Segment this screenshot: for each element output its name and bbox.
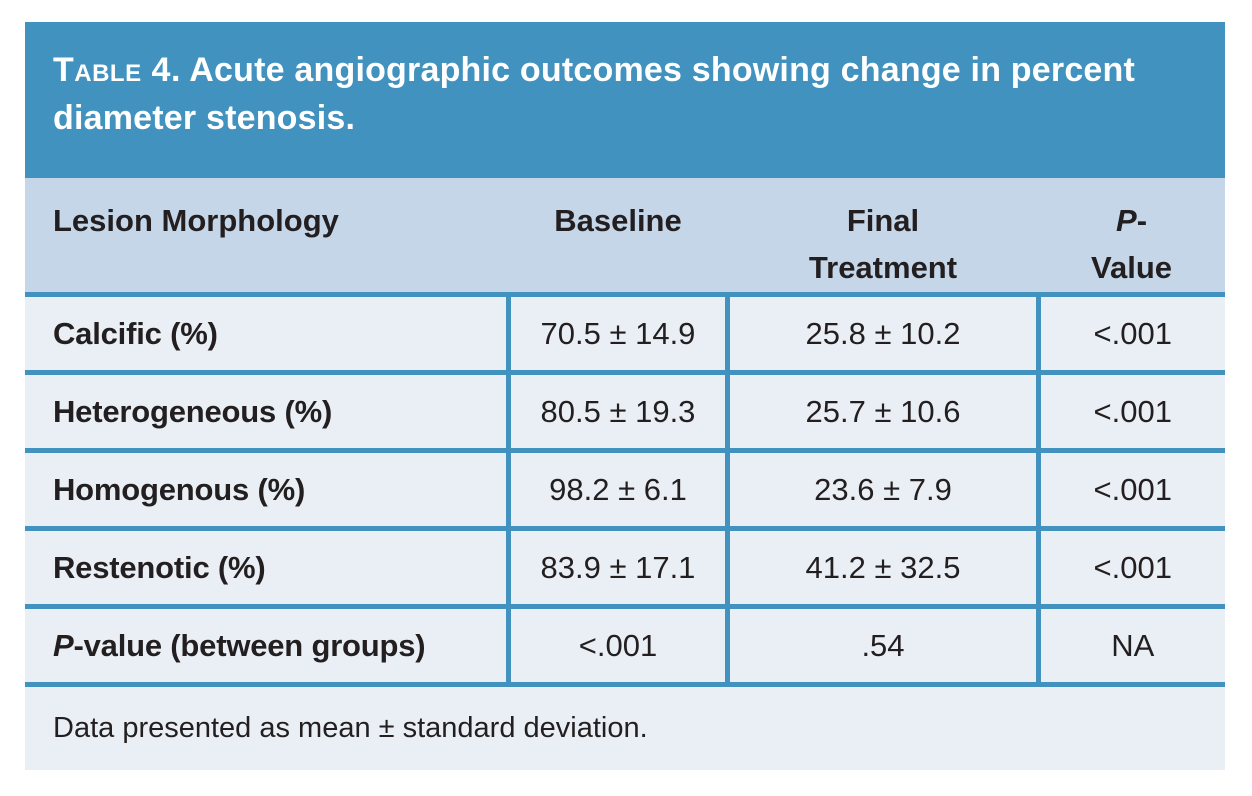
- header-line-p: P-: [1116, 203, 1148, 238]
- p-value: <.001: [1035, 292, 1225, 373]
- outcomes-table: Lesion Morphology Baseline Final Treatme…: [25, 178, 1225, 770]
- header-row: Lesion Morphology Baseline Final Treatme…: [25, 178, 1225, 295]
- header-line-treatment: Treatment: [808, 249, 958, 285]
- table-footnote: Data presented as mean ± standard deviat…: [25, 682, 1225, 770]
- final-treatment-value: 25.7 ± 10.6: [725, 370, 1039, 451]
- table-number: Table 4.: [53, 51, 181, 89]
- final-treatment-value: 23.6 ± 7.9: [725, 448, 1039, 529]
- row-label: Heterogeneous (%): [25, 370, 508, 451]
- table-row-p-value-between-groups: P-value (between groups) <.001 .54 NA: [25, 604, 1225, 685]
- col-header-baseline: Baseline: [508, 178, 728, 295]
- table-title: Acute angiographic outcomes showing chan…: [53, 51, 1136, 137]
- header-line-final: Final: [846, 203, 920, 238]
- table-row-homogenous: Homogenous (%) 98.2 ± 6.1 23.6 ± 7.9 <.0…: [25, 448, 1225, 529]
- col-header-p-value: P- Value: [1038, 178, 1225, 295]
- table4-card: Table 4. Acute angiographic outcomes sho…: [25, 22, 1225, 770]
- row-label: P-value (between groups): [25, 604, 508, 685]
- p-value: <.001: [1035, 448, 1225, 529]
- table-row-restenotic: Restenotic (%) 83.9 ± 17.1 41.2 ± 32.5 <…: [25, 526, 1225, 607]
- row-label: Restenotic (%): [25, 526, 508, 607]
- baseline-value: 80.5 ± 19.3: [505, 370, 728, 451]
- baseline-value: 83.9 ± 17.1: [505, 526, 728, 607]
- row-label: Homogenous (%): [25, 448, 508, 529]
- table-row-heterogeneous: Heterogeneous (%) 80.5 ± 19.3 25.7 ± 10.…: [25, 370, 1225, 451]
- baseline-value: 98.2 ± 6.1: [505, 448, 728, 529]
- p-italic: P: [53, 627, 74, 663]
- final-treatment-value: .54: [725, 604, 1039, 685]
- col-header-final-treatment: Final Treatment: [727, 178, 1039, 295]
- col-header-lesion-morphology: Lesion Morphology: [25, 178, 508, 295]
- baseline-value: <.001: [505, 604, 728, 685]
- footnote-row: Data presented as mean ± standard deviat…: [25, 682, 1225, 770]
- final-treatment-value: 25.8 ± 10.2: [725, 292, 1039, 373]
- p-value: NA: [1035, 604, 1225, 685]
- p-italic: P: [1116, 203, 1137, 238]
- header-line-value: Value: [1091, 249, 1173, 285]
- p-value: <.001: [1035, 370, 1225, 451]
- table-row-calcific: Calcific (%) 70.5 ± 14.9 25.8 ± 10.2 <.0…: [25, 292, 1225, 373]
- baseline-value: 70.5 ± 14.9: [505, 292, 728, 373]
- row-label: Calcific (%): [25, 292, 508, 373]
- final-treatment-value: 41.2 ± 32.5: [725, 526, 1039, 607]
- table-title-bar: Table 4. Acute angiographic outcomes sho…: [25, 22, 1225, 178]
- p-value: <.001: [1035, 526, 1225, 607]
